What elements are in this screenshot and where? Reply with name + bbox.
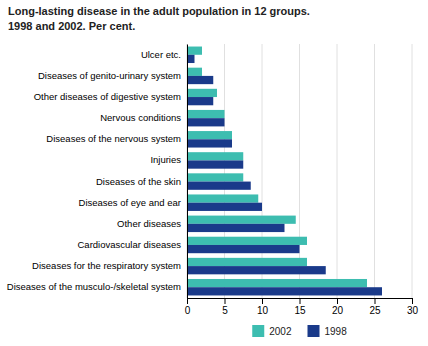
bar [187,266,326,274]
bar [187,245,300,253]
x-tick-mark [262,298,263,304]
bar [187,203,262,211]
legend-item: 2002 [252,325,292,337]
y-tick: Diseases of the musculo-/skeletal system [7,281,187,292]
y-tick-label: Diseases of the nervous system [46,133,181,144]
legend-label: 1998 [325,326,348,337]
x-tick: 15 [294,298,306,316]
x-tick-label: 5 [222,305,228,316]
legend-item: 1998 [308,325,348,337]
y-tick: Other diseases of digestive system [34,91,187,102]
y-axis-line [187,45,188,299]
bar [187,55,195,63]
x-tick-label: 25 [369,305,381,316]
bar [187,160,243,168]
grid-line [374,44,375,298]
bar [187,224,285,232]
bar [187,139,232,147]
x-tick: 30 [407,298,419,316]
x-tick: 5 [222,298,228,316]
y-tick-label: Diseases of eye and ear [79,197,181,208]
y-tick-label: Ulcer etc. [141,49,181,60]
y-tick-label: Injuries [150,154,181,165]
x-tick-mark [225,298,226,304]
bar [187,216,296,224]
x-tick: 20 [332,298,344,316]
x-tick-label: 20 [332,305,344,316]
bar [187,131,232,139]
x-tick-mark [412,298,413,304]
bar [187,279,367,287]
legend-swatch [308,325,320,337]
bar [187,118,225,126]
grid-line [337,44,338,298]
bar [187,152,243,160]
bar [187,258,307,266]
bar [187,194,258,202]
bar [187,287,382,295]
y-tick: Ulcer etc. [141,49,187,60]
y-axis: Diseases of the musculo-/skeletal system… [7,45,188,299]
bar [187,89,217,97]
bar [187,182,251,190]
series [187,47,367,288]
x-tick-label: 10 [257,305,269,316]
y-tick: Diseases of the skin [96,176,187,187]
y-tick-label: Nervous conditions [100,112,181,123]
y-tick-label: Diseases of the skin [96,176,181,187]
x-axis: 0 5 10 15 20 25 30 [185,298,419,316]
legend: 2002 1998 [252,325,347,337]
y-tick: Diseases of the nervous system [46,133,187,144]
x-tick: 25 [369,298,381,316]
y-tick-label: Diseases for the respiratory system [32,260,181,271]
chart: Long-lasting disease in the adult popula… [0,0,428,346]
x-axis-line [188,299,413,305]
grid [187,44,412,298]
series [187,55,382,296]
x-tick-mark [187,298,188,304]
bar [187,237,307,245]
y-tick: Diseases of genito-urinary system [38,70,187,81]
bar [187,173,243,181]
y-tick-label: Diseases of genito-urinary system [38,70,181,81]
y-tick-label: Other diseases [117,218,181,229]
y-tick: Cardiovascular diseases [78,239,188,250]
legend-swatch [252,325,264,337]
y-tick-label: Other diseases of digestive system [34,91,181,102]
y-tick-label: Cardiovascular diseases [78,239,182,250]
title-group: Long-lasting disease in the adult popula… [8,5,310,32]
y-tick-label: Diseases of the musculo-/skeletal system [7,281,181,292]
x-tick-mark [375,298,376,304]
x-tick: 10 [257,298,269,316]
x-tick-mark [337,298,338,304]
plot: 0 5 10 15 20 25 30 Diseases of the musculo-/ske… [7,44,419,316]
y-tick: Injuries [150,154,187,165]
x-tick: 0 [185,298,191,316]
x-tick-label: 30 [407,305,419,316]
bar [187,47,202,55]
title: Long-lasting disease in the adult popula… [8,5,310,17]
x-tick-label: 15 [294,305,306,316]
grid-line [412,44,413,298]
x-tick-label: 0 [185,305,191,316]
grid-line [187,44,188,298]
bar [187,68,202,76]
y-tick: Other diseases [117,218,187,229]
subtitle: 1998 and 2002. Per cent. [8,20,135,32]
y-tick: Diseases of eye and ear [79,197,187,208]
bar [187,76,213,84]
bar [187,97,213,105]
bars [187,47,382,296]
y-tick: Diseases for the respiratory system [32,260,187,271]
legend-label: 2002 [269,326,292,337]
x-tick-mark [300,298,301,304]
y-tick: Nervous conditions [100,112,187,123]
bar [187,110,225,118]
